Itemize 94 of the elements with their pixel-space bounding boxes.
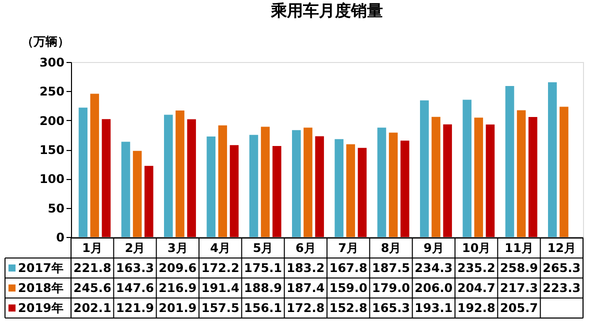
y-tick-label: 50 (48, 201, 64, 216)
data-label: 202.1 (73, 301, 112, 315)
x-tick-label: 5月 (252, 241, 274, 255)
bar (420, 100, 429, 237)
bar (377, 128, 386, 237)
bar (304, 128, 312, 237)
bar (486, 124, 495, 237)
bar (528, 117, 538, 237)
data-label: 201.9 (158, 301, 197, 315)
data-label: 245.6 (73, 281, 112, 295)
bar (443, 124, 452, 237)
y-tick-label: 100 (39, 172, 64, 186)
bar (78, 108, 88, 237)
bar (548, 82, 557, 237)
y-tick-label: 250 (39, 84, 64, 99)
data-label: 209.6 (158, 261, 197, 275)
data-label: 121.9 (116, 301, 154, 315)
bar (474, 118, 484, 237)
bar (388, 132, 398, 237)
x-tick-label: 6月 (295, 241, 316, 255)
data-label: 223.3 (542, 281, 581, 295)
data-label: 159.0 (329, 281, 368, 295)
bar (516, 110, 526, 237)
y-axis-title: （万辆） (22, 34, 70, 48)
data-label: 234.3 (414, 261, 453, 275)
data-label: 179.0 (372, 281, 410, 295)
bar (358, 148, 367, 237)
bar (560, 106, 568, 237)
data-label: 221.8 (73, 261, 112, 275)
data-label: 205.7 (500, 301, 538, 315)
bar (187, 119, 196, 237)
data-label: 265.3 (542, 261, 581, 275)
data-label: 167.8 (329, 261, 368, 275)
legend-label: 2018年 (18, 281, 64, 295)
data-label: 235.2 (457, 261, 496, 275)
bar (132, 150, 142, 237)
bar (164, 114, 173, 237)
bar (176, 110, 184, 237)
data-label: 206.0 (414, 281, 453, 295)
x-tick-label: 9月 (423, 241, 444, 255)
data-label: 258.9 (500, 261, 538, 275)
bar (144, 166, 154, 237)
x-tick-label: 7月 (338, 241, 359, 255)
bar (249, 134, 258, 237)
bar (292, 130, 301, 237)
bar (400, 140, 410, 237)
bar (272, 146, 282, 237)
bar (90, 94, 100, 237)
chart-title: 乘用车月度销量 (270, 1, 383, 20)
x-tick-label: 10月 (462, 241, 491, 255)
data-label: 187.5 (372, 261, 410, 275)
data-label: 172.8 (286, 301, 325, 315)
data-label: 217.3 (500, 281, 538, 295)
legend-label: 2017年 (18, 261, 64, 275)
data-label: 175.1 (244, 261, 282, 275)
data-label: 156.1 (244, 301, 282, 315)
data-label: 204.7 (457, 281, 496, 295)
data-label: 216.9 (158, 281, 197, 295)
data-label: 193.1 (414, 301, 453, 315)
data-label: 163.3 (116, 261, 154, 275)
data-label: 183.2 (286, 261, 325, 275)
y-tick-label: 200 (39, 114, 64, 128)
bar (315, 136, 324, 237)
bar (505, 86, 514, 237)
data-label: 187.4 (286, 281, 325, 295)
x-tick-label: 3月 (167, 241, 188, 255)
data-label: 192.8 (457, 301, 496, 315)
bar (346, 144, 356, 237)
y-tick-label: 150 (39, 143, 64, 157)
x-tick-label: 2月 (124, 241, 146, 255)
bar (260, 126, 270, 237)
data-label: 152.8 (329, 301, 368, 315)
x-tick-label: 8月 (380, 241, 402, 255)
data-label: 172.2 (201, 261, 240, 275)
bar (102, 119, 111, 237)
data-label: 157.5 (201, 301, 240, 315)
data-label: 188.9 (244, 281, 282, 295)
y-tick-label: 0 (56, 230, 64, 244)
y-tick-label: 300 (39, 56, 64, 70)
bar (462, 100, 472, 237)
data-label: 147.6 (116, 281, 154, 295)
bar (432, 116, 440, 237)
bar (218, 125, 228, 237)
bar (121, 142, 130, 237)
x-tick-label: 1月 (82, 241, 103, 255)
x-tick-label: 4月 (210, 241, 231, 255)
x-tick-label: 12月 (547, 241, 576, 255)
bar (334, 139, 344, 237)
bar (206, 136, 216, 237)
legend-label: 2019年 (18, 301, 64, 315)
data-label: 191.4 (201, 281, 240, 295)
x-tick-label: 11月 (504, 241, 534, 255)
data-label: 165.3 (372, 301, 410, 315)
bar (230, 145, 239, 237)
